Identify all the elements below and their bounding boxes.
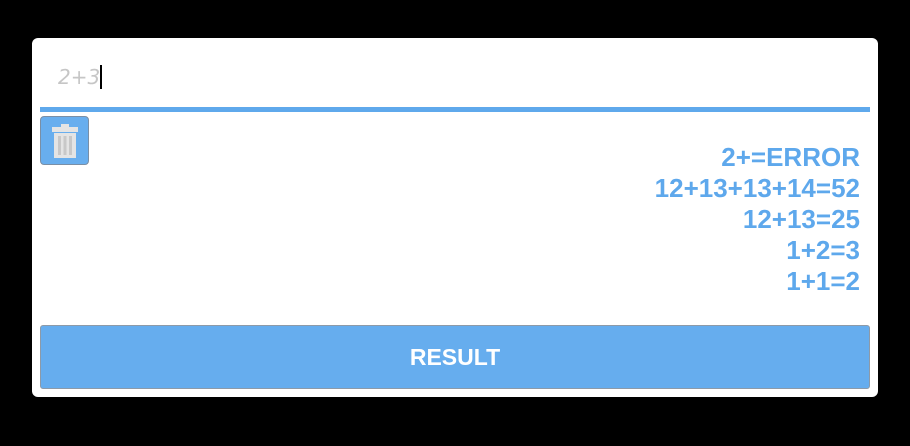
result-button[interactable]: RESULT (40, 325, 870, 389)
history-item: 1+2=3 (786, 235, 860, 265)
expression-input-text: 2+3 (58, 65, 101, 89)
expression-input[interactable]: 2+3 (40, 38, 870, 108)
history-item: 12+13=25 (742, 204, 860, 234)
trash-icon (52, 124, 78, 158)
history-list: 2+=ERROR 12+13+13+14=52 12+13=25 1+2=3 1… (260, 142, 860, 297)
history-item: 2+=ERROR (721, 142, 860, 172)
history-item: 12+13+13+14=52 (654, 173, 860, 203)
input-underline (40, 107, 870, 112)
clear-history-button[interactable] (40, 116, 89, 165)
text-caret (100, 65, 102, 89)
calculator-panel: 2+3 2+=ERROR 12+13+13+14=52 12+13=25 1+2… (32, 38, 878, 397)
history-item: 1+1=2 (786, 266, 860, 296)
